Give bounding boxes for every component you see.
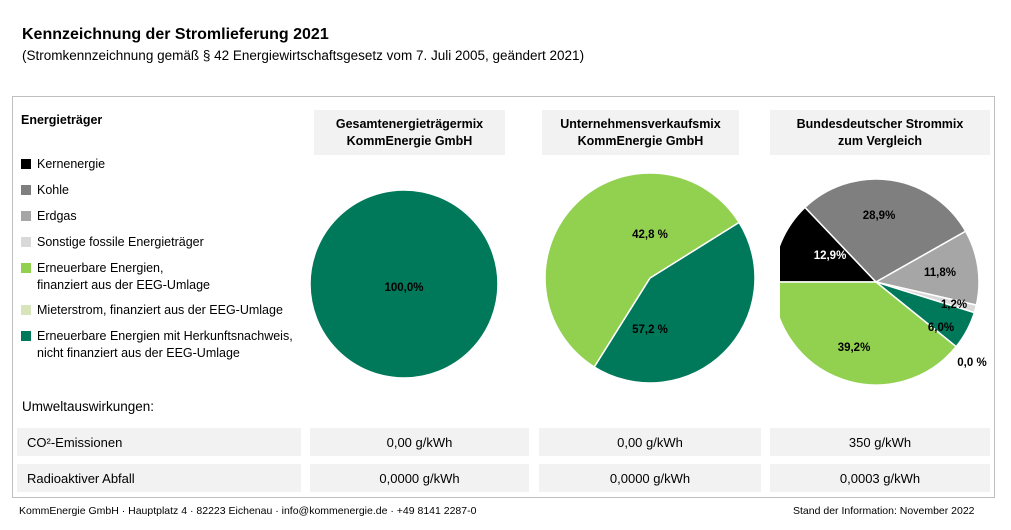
- co2-value-verkaufsmix: 0,00 g/kWh: [539, 428, 761, 456]
- pie-slice-label: 100,0%: [384, 282, 423, 294]
- column-header-line1: Gesamtenergieträgermix: [335, 116, 484, 131]
- legend-swatch: [21, 211, 31, 221]
- footer-company: KommEnergie GmbH · Hauptplatz 4 · 82223 …: [19, 505, 477, 517]
- co2-value: 0,00 g/kWh: [386, 434, 453, 450]
- waste-value: 0,0000 g/kWh: [609, 470, 691, 486]
- legend-label: Kernenergie: [37, 157, 106, 171]
- pie-slice-label: 6,0%: [928, 322, 954, 334]
- legend-item-erdgas: Erdgas: [21, 208, 77, 225]
- legend-swatch: [21, 185, 31, 195]
- waste-value: 0,0000 g/kWh: [379, 470, 460, 486]
- column-header-bundesmix: Bundesdeutscher Strommix zum Vergleich: [770, 110, 990, 155]
- pie-slice: [310, 189, 499, 379]
- waste-label-cell: Radioaktiver Abfall: [17, 464, 301, 492]
- legend-item-kohle: Kohle: [21, 182, 69, 199]
- pie-slice: [873, 230, 980, 306]
- waste-value-verkaufsmix: 0,0000 g/kWh: [539, 464, 761, 492]
- co2-value-gesamtmix: 0,00 g/kWh: [310, 428, 529, 456]
- pie-slice-label: 0,0 %: [957, 357, 986, 369]
- pie-chart-bundesmix: 12,9% 28,9% 11,8% 1,2% 6,0% 0,0 % 39,2%: [780, 178, 987, 386]
- legend-heading: Energieträger: [21, 113, 103, 127]
- pie-slice: [545, 172, 741, 369]
- waste-value: 0,0003 g/kWh: [839, 470, 921, 486]
- legend-swatch: [21, 305, 31, 315]
- legend-label: Sonstige fossile Energieträger: [37, 235, 204, 249]
- column-header-verkaufsmix: Unternehmensverkaufsmix KommEnergie GmbH: [542, 110, 739, 155]
- legend-label-line2: finanziert aus der EEG-Umlage: [37, 278, 210, 292]
- pie-slice: [780, 281, 958, 386]
- legend-swatch: [21, 237, 31, 247]
- legend-label: Mieterstrom, finanziert aus der EEG-Umla…: [37, 303, 283, 317]
- legend-swatch: [21, 263, 31, 273]
- waste-value-gesamtmix: 0,0000 g/kWh: [310, 464, 529, 492]
- pie-slice-label: 12,9%: [814, 250, 847, 262]
- column-header-line2: KommEnergie GmbH: [346, 133, 473, 148]
- co2-value: 0,00 g/kWh: [617, 434, 683, 450]
- pie-slice-label: 57,2 %: [632, 324, 668, 336]
- column-header-line2: KommEnergie GmbH: [577, 133, 704, 148]
- legend-label-line1: Erneuerbare Energien mit Herkunftsnachwe…: [37, 329, 293, 343]
- pie-chart-gesamtmix: 100,0%: [310, 189, 499, 379]
- column-header-gesamtmix: Gesamtenergieträgermix KommEnergie GmbH: [314, 110, 505, 155]
- waste-label: Radioaktiver Abfall: [27, 470, 135, 486]
- pie-slice: [803, 178, 967, 283]
- legend-label-line2: nicht finanziert aus der EEG-Umlage: [37, 346, 240, 360]
- waste-value-bundesmix: 0,0003 g/kWh: [770, 464, 990, 492]
- environment-heading: Umweltauswirkungen:: [22, 399, 155, 414]
- legend-label: Erneuerbare Energien mit Herkunftsnachwe…: [37, 328, 293, 362]
- legend-item-sonstige-fossile: Sonstige fossile Energieträger: [21, 234, 204, 251]
- page-title: Kennzeichnung der Stromlieferung 2021: [22, 26, 329, 43]
- legend-item-kernenergie: Kernenergie: [21, 156, 105, 173]
- pie-slice-label: 11,8%: [924, 267, 956, 279]
- pie-slice-label: 39,2%: [838, 342, 871, 354]
- legend-swatch: [21, 331, 31, 341]
- legend-swatch: [21, 159, 31, 169]
- pie-slice-label: 1,2%: [941, 299, 967, 311]
- co2-label-cell: CO²-Emissionen: [17, 428, 301, 456]
- column-header-line1: Bundesdeutscher Strommix: [796, 116, 964, 131]
- legend-label: Erneuerbare Energien, finanziert aus der…: [37, 260, 210, 294]
- co2-label: CO²-Emissionen: [27, 434, 123, 450]
- co2-value-bundesmix: 350 g/kWh: [770, 428, 990, 456]
- legend-item-erneuerbare-herkunftsnachweis: Erneuerbare Energien mit Herkunftsnachwe…: [21, 328, 293, 362]
- footer-date: Stand der Information: November 2022: [793, 505, 975, 517]
- co2-value: 350 g/kWh: [848, 434, 912, 450]
- pie-slice: [593, 221, 755, 384]
- pie-slice-label: 42,8 %: [632, 229, 668, 241]
- pie-slice-label: 28,9%: [863, 210, 896, 222]
- legend-label: Kohle: [37, 183, 69, 197]
- column-header-line2: zum Vergleich: [837, 133, 923, 148]
- legend-label: Erdgas: [37, 209, 77, 223]
- legend-item-erneuerbare-eeg: Erneuerbare Energien, finanziert aus der…: [21, 260, 210, 294]
- page-subtitle: (Stromkennzeichnung gemäß § 42 Energiewi…: [22, 48, 585, 63]
- pie-chart-verkaufsmix: 42,8 % 57,2 %: [545, 172, 755, 384]
- column-header-line1: Unternehmensverkaufsmix: [560, 116, 721, 131]
- content-frame: [12, 96, 995, 498]
- legend-label-line1: Erneuerbare Energien,: [37, 261, 164, 275]
- pie-slice: [780, 206, 878, 283]
- legend-item-mieterstrom: Mieterstrom, finanziert aus der EEG-Umla…: [21, 302, 283, 319]
